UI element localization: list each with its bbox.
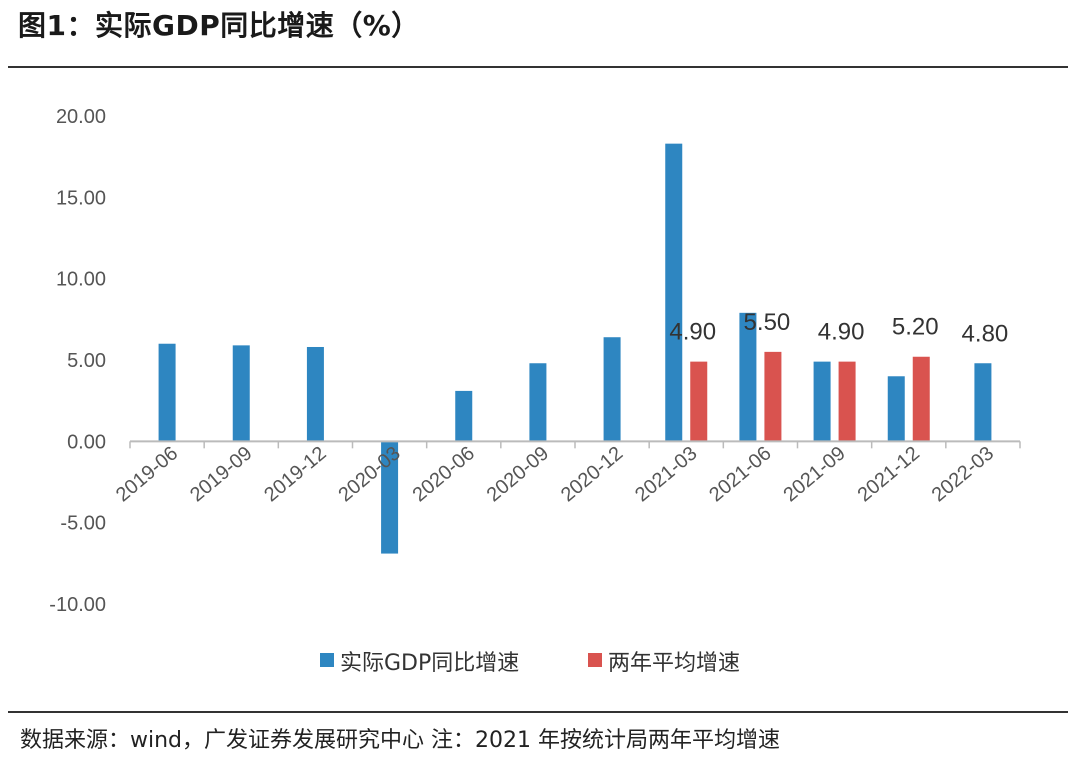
x-tick-label: 2021-12 — [854, 442, 924, 506]
legend-swatch-gdp — [320, 653, 334, 667]
legend-label-avg: 两年平均增速 — [608, 651, 740, 676]
bar-gdp-2020-09 — [529, 363, 547, 442]
bar-gdp-2020-06 — [455, 390, 473, 442]
x-tick-label: 2021-03 — [631, 442, 701, 506]
legend-swatch-avg — [588, 653, 602, 667]
gdp-bar-chart: 20.00 15.00 10.00 5.00 0.00 -5.00 -10.00 2019-0… — [49, 106, 1021, 676]
y-tick-label: 5.00 — [67, 350, 106, 372]
x-tick-label: 2022-03 — [928, 442, 998, 506]
bar-avg-2021-06 — [764, 351, 782, 442]
bar-gdp-2019-06 — [158, 343, 176, 442]
bar-gdp-2021-06 — [739, 312, 757, 442]
bar-gdp-2020-03 — [381, 441, 399, 554]
y-tick-label: -5.00 — [60, 513, 106, 535]
data-label: 4.90 — [669, 319, 716, 346]
data-label: 4.90 — [818, 319, 865, 346]
y-tick-label: 0.00 — [67, 431, 106, 453]
bar-gdp-2021-12 — [887, 376, 905, 442]
y-tick-label: 10.00 — [56, 269, 106, 291]
chart-title: 图1：实际GDP同比增速（%） — [18, 9, 420, 42]
x-tick-label: 2019-06 — [112, 442, 182, 506]
bar-gdp-2021-09 — [813, 361, 831, 442]
x-tick-label: 2020-06 — [409, 442, 479, 506]
footer-divider — [8, 711, 1068, 713]
bar-gdp-2020-12 — [603, 337, 621, 442]
x-tick-label: 2019-09 — [186, 442, 256, 506]
data-label: 5.20 — [892, 314, 939, 341]
title-divider — [8, 66, 1068, 68]
bar-gdp-2019-09 — [232, 345, 250, 442]
bar-gdp-2021-03 — [665, 143, 683, 442]
data-label: 5.50 — [744, 309, 791, 336]
source-note: 数据来源：wind，广发证券发展研究中心 注：2021 年按统计局两年平均增速 — [20, 728, 780, 753]
x-tick-label: 2020-09 — [483, 442, 553, 506]
x-tick-label: 2021-06 — [705, 442, 775, 506]
x-tick-label: 2020-12 — [557, 442, 627, 506]
bar-gdp-2019-12 — [306, 346, 324, 442]
x-tick-label: 2019-12 — [260, 442, 330, 506]
bar-avg-2021-09 — [838, 361, 856, 442]
y-tick-label: -10.00 — [49, 594, 106, 616]
data-label: 4.80 — [962, 320, 1009, 347]
x-tick-label: 2021-09 — [779, 442, 849, 506]
bar-avg-2021-12 — [912, 356, 930, 442]
y-tick-label: 20.00 — [56, 106, 106, 128]
bar-gdp-2022-03 — [974, 363, 992, 442]
bar-avg-2021-03 — [690, 361, 708, 442]
legend-label-gdp: 实际GDP同比增速 — [340, 651, 519, 676]
y-tick-label: 15.00 — [56, 187, 106, 209]
